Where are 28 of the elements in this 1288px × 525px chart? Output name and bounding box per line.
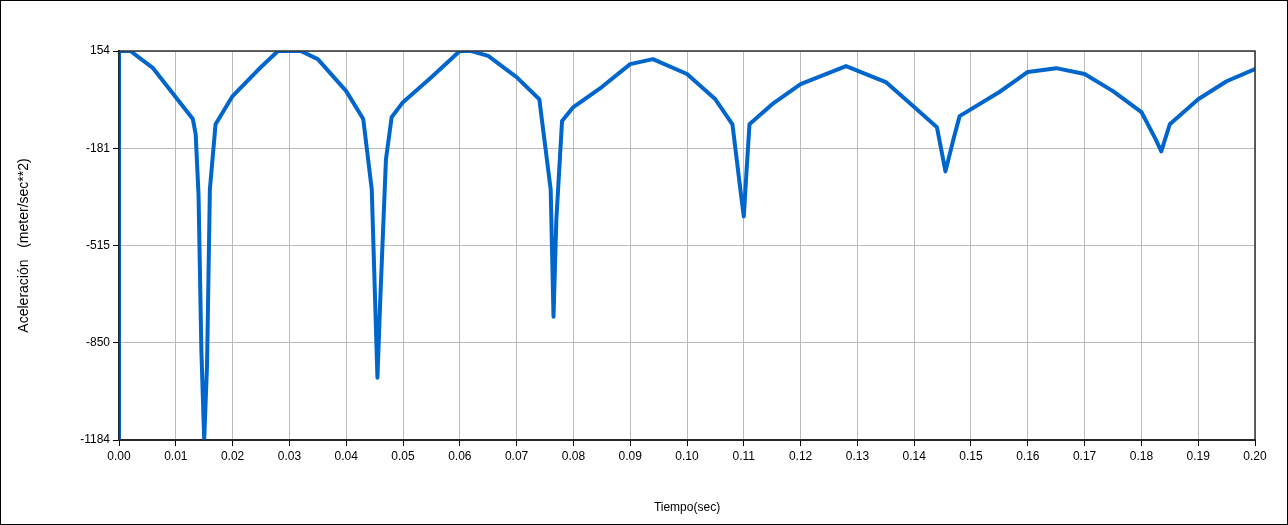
x-tick-label: 0.09 (618, 448, 643, 463)
x-tick-label: 0.16 (1016, 448, 1040, 463)
x-tick-label: 0.05 (391, 448, 415, 463)
x-tick-label: 0.12 (788, 448, 813, 463)
x-tick-label: 0.06 (448, 448, 472, 463)
x-tick-label: 0.13 (845, 448, 870, 463)
x-tick-label: 0.04 (334, 448, 359, 463)
x-tick-label: 0.17 (1072, 448, 1097, 463)
x-tick-label: 0.20 (1243, 448, 1267, 463)
x-tick-label: 0.19 (1186, 448, 1211, 463)
x-axis-title: Tiempo(sec) (653, 500, 721, 515)
x-tick-label: 0.11 (732, 448, 756, 463)
x-tick-label: 0.07 (504, 448, 529, 463)
x-tick-label: 0.00 (107, 448, 131, 463)
x-tick-label: 0.08 (561, 448, 586, 463)
y-tick-label: -1184 (80, 432, 111, 447)
x-tick-label: 0.10 (675, 448, 699, 463)
x-tick-label: 0.01 (164, 448, 188, 463)
y-tick-label: -515 (85, 237, 111, 252)
y-axis-title: Aceleración (meter/sec**2) (15, 158, 32, 333)
x-tick-label: 0.14 (902, 448, 927, 463)
x-tick-label: 0.18 (1129, 448, 1154, 463)
y-tick-label: -181 (85, 140, 111, 155)
x-tick-label: 0.02 (220, 448, 245, 463)
y-tick-label: 154 (89, 43, 111, 58)
x-tick-label: 0.15 (959, 448, 983, 463)
y-tick-label: -850 (85, 335, 111, 350)
x-tick-label: 0.03 (277, 448, 302, 463)
